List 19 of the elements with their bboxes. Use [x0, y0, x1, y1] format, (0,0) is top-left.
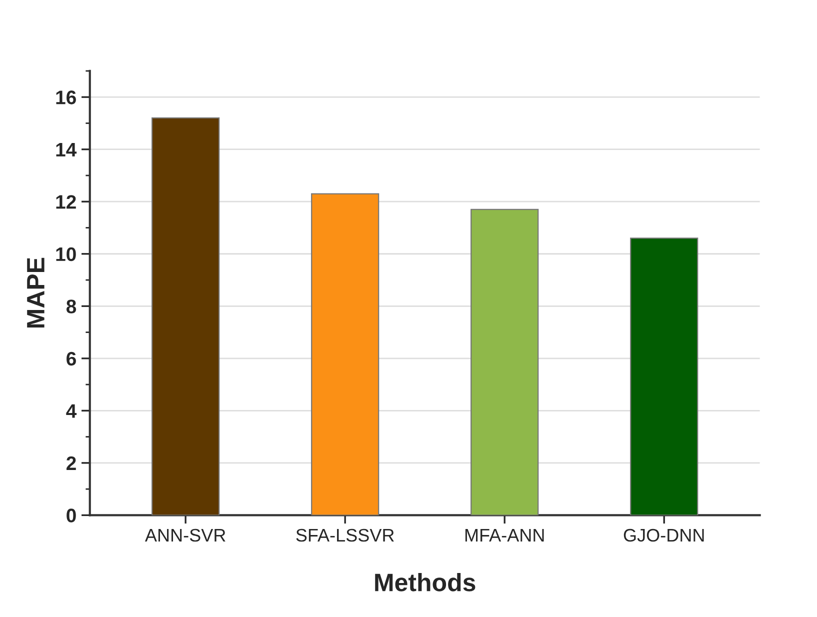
y-axis-title: MAPE: [27, 258, 44, 328]
bar: [470, 208, 539, 516]
x-tick-label: MFA-ANN: [465, 529, 544, 542]
x-tick-label: ANN-SVR: [144, 528, 226, 542]
y-tick-label: 2: [66, 456, 76, 470]
x-axis-title: Methods: [375, 573, 476, 592]
bar: [311, 193, 380, 516]
y-tick-label: 16: [56, 90, 76, 104]
bar: [630, 238, 698, 516]
y-tick-label: 8: [66, 300, 76, 314]
x-tick-label: SFA-LSSVR: [296, 528, 394, 542]
x-tick-label: GJO-DNN: [624, 528, 704, 542]
y-tick-label: 14: [56, 143, 77, 156]
y-tick-label: 10: [56, 247, 76, 262]
y-tick-label: 4: [66, 404, 77, 418]
bar: [152, 117, 220, 516]
y-tick-label: 6: [66, 352, 76, 366]
y-tick-label: 0: [66, 508, 76, 522]
y-tick-label: 12: [56, 195, 76, 209]
